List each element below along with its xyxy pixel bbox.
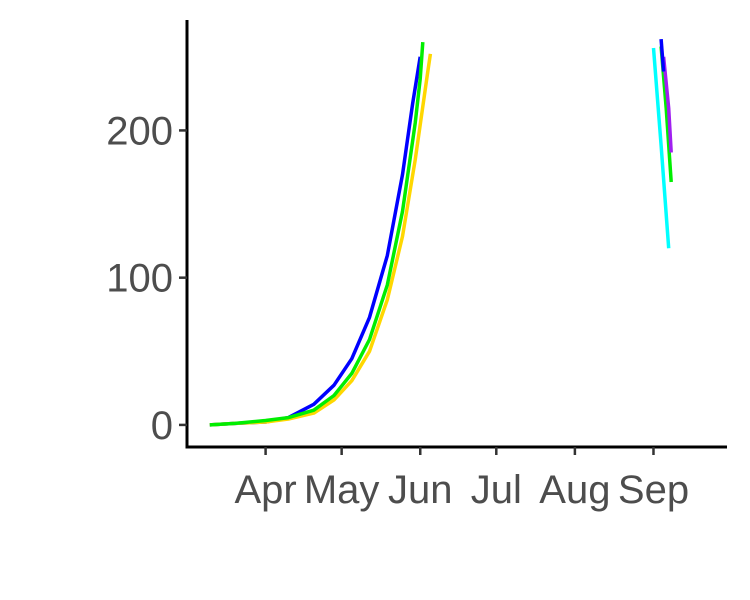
- x-tick-label: May: [304, 468, 380, 512]
- x-axis: Apr May Jun Jul Aug Sep: [234, 447, 689, 512]
- x-tick-label: Apr: [234, 468, 296, 512]
- series-line-5: [661, 56, 673, 153]
- series-line-3: [209, 41, 425, 427]
- series-line-6: [659, 38, 666, 72]
- x-tick-label: Aug: [539, 468, 610, 512]
- series-line-4: [651, 47, 671, 249]
- x-tick-label: Jun: [388, 468, 453, 512]
- plot-area: [209, 38, 673, 427]
- y-tick-label: 0: [151, 404, 173, 448]
- y-tick-label: 200: [106, 109, 173, 153]
- x-tick-label: Jul: [471, 468, 522, 512]
- y-tick-label: 100: [106, 257, 173, 301]
- series-line-1: [209, 56, 422, 427]
- x-tick-label: Sep: [618, 468, 689, 512]
- y-axis: 0 100 200: [106, 109, 187, 448]
